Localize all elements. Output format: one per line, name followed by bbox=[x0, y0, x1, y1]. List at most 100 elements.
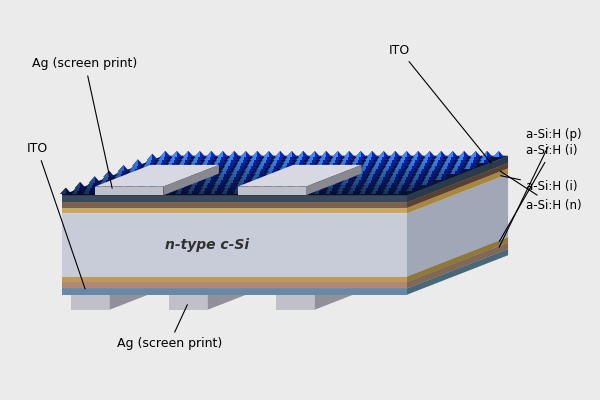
Polygon shape bbox=[147, 154, 158, 160]
Polygon shape bbox=[385, 182, 391, 188]
Polygon shape bbox=[184, 171, 190, 177]
Polygon shape bbox=[157, 156, 168, 163]
Polygon shape bbox=[247, 159, 259, 166]
Polygon shape bbox=[375, 156, 381, 163]
Polygon shape bbox=[450, 168, 461, 174]
Polygon shape bbox=[95, 188, 106, 194]
Polygon shape bbox=[200, 185, 205, 191]
Polygon shape bbox=[262, 176, 267, 182]
Polygon shape bbox=[391, 171, 402, 177]
Polygon shape bbox=[412, 174, 418, 180]
Polygon shape bbox=[89, 176, 95, 182]
Polygon shape bbox=[349, 162, 361, 168]
Polygon shape bbox=[289, 168, 295, 174]
Polygon shape bbox=[409, 179, 415, 186]
Polygon shape bbox=[144, 159, 149, 166]
Polygon shape bbox=[128, 168, 139, 174]
Polygon shape bbox=[479, 156, 484, 163]
Polygon shape bbox=[169, 156, 174, 163]
Polygon shape bbox=[283, 179, 294, 186]
Polygon shape bbox=[204, 154, 215, 160]
Polygon shape bbox=[466, 159, 471, 166]
Polygon shape bbox=[229, 151, 235, 157]
Polygon shape bbox=[398, 156, 409, 163]
Polygon shape bbox=[165, 185, 171, 191]
Polygon shape bbox=[310, 171, 316, 177]
Polygon shape bbox=[185, 168, 197, 174]
Polygon shape bbox=[208, 280, 246, 310]
Polygon shape bbox=[389, 151, 395, 157]
Polygon shape bbox=[233, 165, 244, 171]
Polygon shape bbox=[62, 288, 407, 295]
Polygon shape bbox=[147, 154, 152, 160]
Polygon shape bbox=[422, 176, 428, 182]
Polygon shape bbox=[422, 154, 434, 160]
Polygon shape bbox=[395, 185, 406, 191]
Polygon shape bbox=[436, 174, 441, 180]
Polygon shape bbox=[128, 168, 134, 174]
Polygon shape bbox=[284, 176, 296, 182]
Polygon shape bbox=[375, 156, 386, 163]
Polygon shape bbox=[424, 151, 430, 157]
Polygon shape bbox=[188, 185, 194, 191]
Polygon shape bbox=[110, 280, 148, 310]
Polygon shape bbox=[286, 174, 292, 180]
Polygon shape bbox=[188, 162, 194, 168]
Polygon shape bbox=[350, 182, 356, 188]
Polygon shape bbox=[351, 159, 362, 166]
Polygon shape bbox=[422, 176, 434, 182]
Polygon shape bbox=[328, 159, 334, 166]
Polygon shape bbox=[322, 171, 328, 177]
Polygon shape bbox=[418, 162, 424, 168]
Polygon shape bbox=[254, 168, 266, 174]
Polygon shape bbox=[303, 162, 314, 168]
Polygon shape bbox=[315, 162, 320, 168]
Polygon shape bbox=[155, 159, 161, 166]
Polygon shape bbox=[238, 165, 362, 186]
Polygon shape bbox=[319, 176, 330, 182]
Polygon shape bbox=[379, 171, 391, 177]
Polygon shape bbox=[259, 182, 270, 188]
Polygon shape bbox=[312, 168, 323, 174]
Polygon shape bbox=[263, 151, 274, 157]
Polygon shape bbox=[408, 182, 419, 188]
Polygon shape bbox=[298, 174, 303, 180]
Polygon shape bbox=[382, 165, 388, 171]
Polygon shape bbox=[118, 188, 123, 194]
Polygon shape bbox=[250, 176, 256, 182]
Polygon shape bbox=[342, 176, 353, 182]
Polygon shape bbox=[425, 171, 437, 177]
Polygon shape bbox=[305, 159, 310, 166]
Polygon shape bbox=[349, 185, 360, 191]
Polygon shape bbox=[121, 182, 126, 188]
Polygon shape bbox=[303, 162, 309, 168]
Polygon shape bbox=[227, 154, 239, 160]
Polygon shape bbox=[236, 159, 241, 166]
Polygon shape bbox=[377, 154, 382, 160]
Polygon shape bbox=[257, 162, 269, 168]
Polygon shape bbox=[200, 162, 211, 168]
Polygon shape bbox=[218, 171, 230, 177]
Polygon shape bbox=[287, 171, 299, 177]
Polygon shape bbox=[418, 162, 430, 168]
Polygon shape bbox=[301, 168, 311, 174]
Polygon shape bbox=[356, 171, 368, 177]
Polygon shape bbox=[181, 154, 187, 160]
Polygon shape bbox=[214, 179, 220, 186]
Polygon shape bbox=[149, 171, 155, 177]
Polygon shape bbox=[62, 276, 407, 282]
Polygon shape bbox=[398, 179, 404, 186]
Polygon shape bbox=[250, 154, 262, 160]
Polygon shape bbox=[95, 188, 100, 194]
Polygon shape bbox=[152, 165, 164, 171]
Polygon shape bbox=[62, 249, 508, 288]
Polygon shape bbox=[247, 182, 253, 188]
Polygon shape bbox=[305, 159, 316, 166]
Polygon shape bbox=[329, 179, 335, 186]
Polygon shape bbox=[260, 156, 266, 163]
Polygon shape bbox=[170, 176, 175, 182]
Polygon shape bbox=[175, 188, 181, 194]
Polygon shape bbox=[130, 165, 141, 171]
Polygon shape bbox=[260, 179, 266, 186]
Polygon shape bbox=[203, 179, 208, 186]
